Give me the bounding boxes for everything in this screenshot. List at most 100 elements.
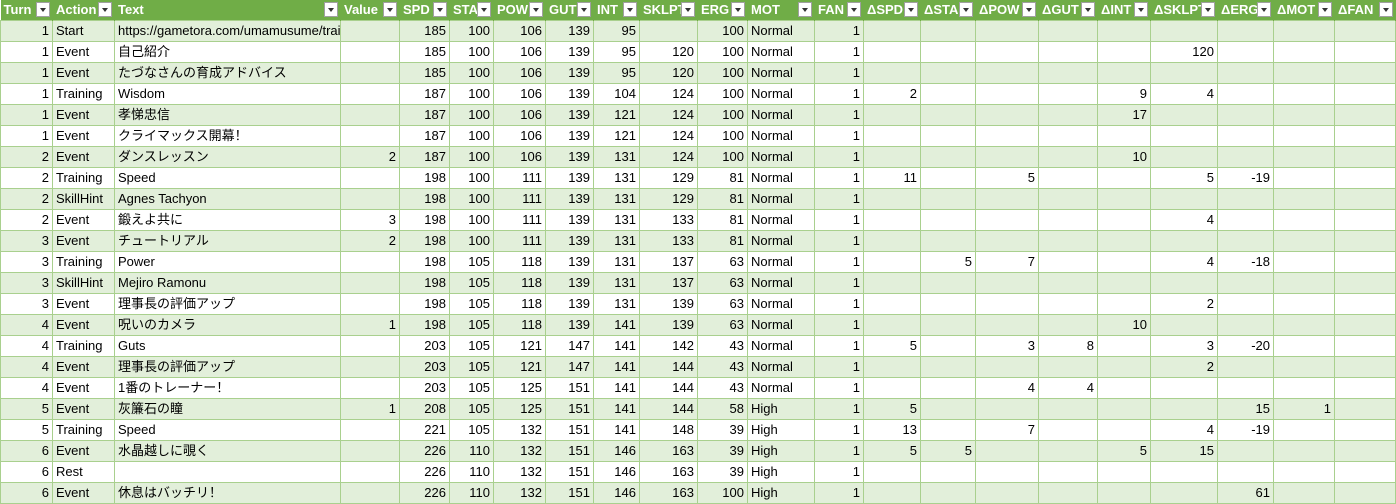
cell-erg[interactable]: 100 <box>697 125 748 147</box>
cell-derg[interactable] <box>1217 314 1274 336</box>
cell-dint[interactable]: 5 <box>1097 440 1151 462</box>
cell-fan[interactable]: 1 <box>814 20 864 42</box>
cell-dsklpt[interactable] <box>1150 461 1218 483</box>
cell-turn[interactable]: 2 <box>0 188 53 210</box>
cell-dsklpt[interactable] <box>1150 104 1218 126</box>
cell-sklpt[interactable] <box>639 20 698 42</box>
cell-int[interactable]: 146 <box>593 482 640 504</box>
cell-spd[interactable]: 198 <box>399 188 450 210</box>
cell-int[interactable]: 131 <box>593 293 640 315</box>
cell-gut[interactable]: 151 <box>545 440 594 462</box>
cell-sta[interactable]: 100 <box>449 167 494 189</box>
cell-int[interactable]: 131 <box>593 230 640 252</box>
cell-sta[interactable]: 110 <box>449 482 494 504</box>
cell-dsklpt[interactable] <box>1150 188 1218 210</box>
cell-erg[interactable]: 100 <box>697 62 748 84</box>
cell-pow[interactable]: 125 <box>493 398 546 420</box>
cell-dmot[interactable] <box>1273 251 1335 273</box>
cell-spd[interactable]: 185 <box>399 20 450 42</box>
cell-gut[interactable]: 147 <box>545 356 594 378</box>
cell-dpow[interactable] <box>975 440 1039 462</box>
filter-dropdown-icon[interactable] <box>36 2 50 17</box>
cell-pow[interactable]: 106 <box>493 20 546 42</box>
cell-mot[interactable]: High <box>747 482 815 504</box>
header-gut[interactable]: GUT <box>545 0 594 21</box>
cell-dsta[interactable] <box>920 62 976 84</box>
cell-value[interactable]: 3 <box>340 209 400 231</box>
cell-value[interactable] <box>340 272 400 294</box>
cell-sklpt[interactable]: 142 <box>639 335 698 357</box>
cell-action[interactable]: Event <box>52 209 115 231</box>
cell-gut[interactable]: 151 <box>545 398 594 420</box>
filter-dropdown-icon[interactable] <box>1081 2 1095 17</box>
cell-dint[interactable] <box>1097 419 1151 441</box>
cell-gut[interactable]: 139 <box>545 188 594 210</box>
cell-sta[interactable]: 100 <box>449 209 494 231</box>
cell-spd[interactable]: 203 <box>399 356 450 378</box>
cell-turn[interactable]: 3 <box>0 230 53 252</box>
cell-action[interactable]: Event <box>52 62 115 84</box>
cell-dfan[interactable] <box>1334 125 1396 147</box>
cell-dfan[interactable] <box>1334 104 1396 126</box>
cell-gut[interactable]: 139 <box>545 146 594 168</box>
cell-sklpt[interactable]: 144 <box>639 377 698 399</box>
cell-dspd[interactable] <box>863 20 921 42</box>
cell-int[interactable]: 131 <box>593 272 640 294</box>
cell-action[interactable]: Training <box>52 419 115 441</box>
cell-derg[interactable]: 15 <box>1217 398 1274 420</box>
cell-derg[interactable] <box>1217 440 1274 462</box>
cell-dsta[interactable] <box>920 293 976 315</box>
cell-sklpt[interactable]: 120 <box>639 62 698 84</box>
filter-dropdown-icon[interactable] <box>1022 2 1036 17</box>
cell-pow[interactable]: 111 <box>493 209 546 231</box>
cell-dint[interactable] <box>1097 356 1151 378</box>
header-pow[interactable]: POW <box>493 0 546 21</box>
cell-sta[interactable]: 100 <box>449 188 494 210</box>
cell-dsta[interactable] <box>920 125 976 147</box>
cell-dspd[interactable] <box>863 356 921 378</box>
cell-dpow[interactable]: 7 <box>975 251 1039 273</box>
cell-fan[interactable]: 1 <box>814 251 864 273</box>
cell-int[interactable]: 141 <box>593 314 640 336</box>
cell-derg[interactable] <box>1217 20 1274 42</box>
cell-dpow[interactable] <box>975 209 1039 231</box>
cell-dfan[interactable] <box>1334 482 1396 504</box>
cell-sklpt[interactable]: 144 <box>639 398 698 420</box>
header-mot[interactable]: MOT <box>747 0 815 21</box>
cell-dsta[interactable] <box>920 482 976 504</box>
cell-sklpt[interactable]: 148 <box>639 419 698 441</box>
cell-dfan[interactable] <box>1334 230 1396 252</box>
cell-mot[interactable]: Normal <box>747 104 815 126</box>
cell-action[interactable]: Event <box>52 440 115 462</box>
cell-dfan[interactable] <box>1334 41 1396 63</box>
cell-erg[interactable]: 81 <box>697 230 748 252</box>
cell-dsta[interactable] <box>920 188 976 210</box>
cell-pow[interactable]: 118 <box>493 293 546 315</box>
filter-dropdown-icon[interactable] <box>847 2 861 17</box>
cell-turn[interactable]: 6 <box>0 482 53 504</box>
cell-dmot[interactable] <box>1273 83 1335 105</box>
cell-sklpt[interactable]: 144 <box>639 356 698 378</box>
cell-mot[interactable]: Normal <box>747 125 815 147</box>
cell-derg[interactable] <box>1217 230 1274 252</box>
cell-value[interactable] <box>340 440 400 462</box>
cell-dgut[interactable]: 8 <box>1038 335 1098 357</box>
cell-pow[interactable]: 106 <box>493 62 546 84</box>
cell-sta[interactable]: 105 <box>449 356 494 378</box>
cell-dsta[interactable] <box>920 209 976 231</box>
filter-dropdown-icon[interactable] <box>577 2 591 17</box>
cell-dspd[interactable] <box>863 293 921 315</box>
cell-gut[interactable]: 151 <box>545 377 594 399</box>
cell-turn[interactable]: 5 <box>0 398 53 420</box>
cell-dspd[interactable]: 11 <box>863 167 921 189</box>
cell-gut[interactable]: 139 <box>545 167 594 189</box>
cell-dsta[interactable] <box>920 335 976 357</box>
cell-spd[interactable]: 198 <box>399 314 450 336</box>
header-erg[interactable]: ERG <box>697 0 748 21</box>
cell-fan[interactable]: 1 <box>814 41 864 63</box>
cell-turn[interactable]: 4 <box>0 377 53 399</box>
cell-fan[interactable]: 1 <box>814 419 864 441</box>
cell-dint[interactable] <box>1097 272 1151 294</box>
cell-turn[interactable]: 2 <box>0 167 53 189</box>
cell-sta[interactable]: 105 <box>449 272 494 294</box>
